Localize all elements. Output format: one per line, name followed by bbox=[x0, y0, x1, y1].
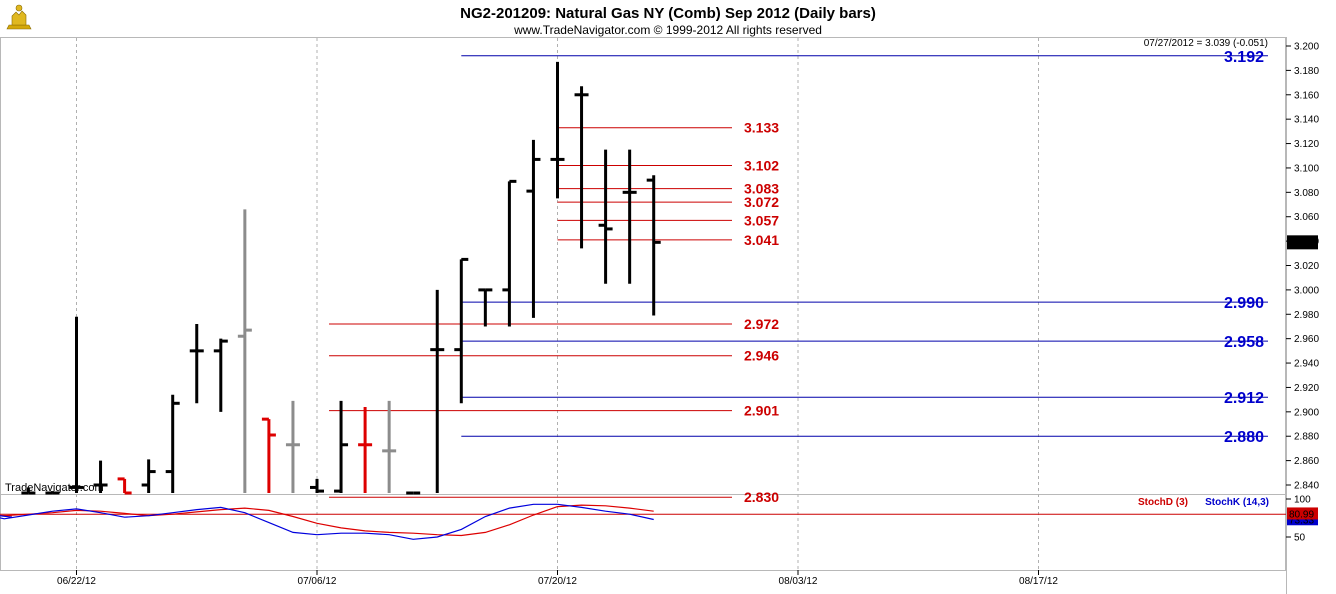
ohlc-bar-9 bbox=[237, 209, 252, 493]
level-label-2.912: 2.912 bbox=[1224, 390, 1264, 407]
chart-subtitle: www.TradeNavigator.com © 1999-2012 All r… bbox=[513, 23, 822, 37]
ohlc-bar-11 bbox=[285, 400, 300, 493]
ohlc-bar-17 bbox=[430, 289, 445, 493]
level-label-2.830: 2.830 bbox=[744, 489, 779, 505]
ohlc-bar-18 bbox=[454, 257, 469, 404]
price-tick-label-1: 3.180 bbox=[1294, 66, 1319, 77]
time-tick-label-4: 08/17/12 bbox=[1019, 576, 1058, 587]
ohlc-bar-10 bbox=[261, 417, 276, 493]
stochd-value-label: 80.99 bbox=[1289, 509, 1314, 520]
ohlc-bar-13 bbox=[334, 400, 349, 493]
stoch-panel-frame bbox=[0, 494, 1286, 571]
last-price-label: 3.039 bbox=[1289, 238, 1314, 249]
price-panel-frame bbox=[0, 37, 1286, 495]
stochk-value-label: 73.33 bbox=[1289, 515, 1314, 526]
price-tick-label-16: 2.880 bbox=[1294, 432, 1319, 443]
ohlc-bar-1 bbox=[45, 491, 60, 495]
stochd-line bbox=[0, 504, 654, 537]
price-tick-label-3: 3.140 bbox=[1294, 115, 1319, 126]
stochd-legend: StochD (3) bbox=[1138, 497, 1188, 508]
ohlc-bar-0 bbox=[21, 487, 36, 495]
price-tick-label-2: 3.160 bbox=[1294, 90, 1319, 101]
price-tick-label-15: 2.900 bbox=[1294, 407, 1319, 418]
ohlc-bar-25 bbox=[622, 149, 637, 284]
ohlc-bar-20 bbox=[502, 179, 517, 327]
time-tick-label-2: 07/20/12 bbox=[538, 576, 577, 587]
watermark: TradeNavigator.com bbox=[5, 482, 104, 494]
stochd-value-box bbox=[1287, 507, 1318, 520]
stochk-legend: StochK (14,3) bbox=[1205, 497, 1269, 508]
ohlc-bar-6 bbox=[165, 394, 180, 493]
ohlc-bar-8 bbox=[213, 338, 228, 412]
price-tick-label-14: 2.920 bbox=[1294, 383, 1319, 394]
ohlc-bar-26 bbox=[646, 175, 661, 316]
price-tick-label-0: 3.200 bbox=[1294, 42, 1319, 53]
header-logo bbox=[4, 3, 34, 31]
price-tick-label-18: 2.840 bbox=[1294, 481, 1319, 492]
ohlc-bar-24 bbox=[598, 149, 613, 284]
chart-title: NG2-201209: Natural Gas NY (Comb) Sep 20… bbox=[460, 5, 876, 22]
stoch-tick-label-0: 100 bbox=[1294, 495, 1311, 506]
level-label-2.880: 2.880 bbox=[1224, 429, 1264, 446]
price-tick-label-17: 2.860 bbox=[1294, 456, 1319, 467]
price-tick-label-11: 2.980 bbox=[1294, 310, 1319, 321]
ohlc-bar-12 bbox=[310, 478, 324, 493]
last-info-label: 07/27/2012 = 3.039 (-0.051) bbox=[1144, 38, 1268, 49]
price-tick-label-4: 3.120 bbox=[1294, 139, 1319, 150]
time-tick-label-0: 06/22/12 bbox=[57, 576, 96, 587]
ohlc-bar-2 bbox=[69, 316, 84, 493]
price-tick-label-7: 3.060 bbox=[1294, 212, 1319, 223]
level-label-3.072: 3.072 bbox=[744, 194, 779, 210]
ohlc-bar-21 bbox=[526, 139, 541, 318]
level-label-2.990: 2.990 bbox=[1224, 295, 1264, 312]
price-tick-label-9: 3.020 bbox=[1294, 261, 1319, 272]
price-tick-label-10: 3.000 bbox=[1294, 285, 1319, 296]
price-tick-label-13: 2.940 bbox=[1294, 359, 1319, 370]
time-tick-label-3: 08/03/12 bbox=[779, 576, 818, 587]
vertical-gridlines bbox=[76, 38, 1039, 570]
ohlc-bar-19 bbox=[478, 288, 493, 327]
ohlc-bar-15 bbox=[382, 400, 397, 493]
last-price-box bbox=[1287, 235, 1318, 250]
ohlc-bar-7 bbox=[189, 324, 204, 404]
level-label-3.192: 3.192 bbox=[1224, 49, 1264, 66]
price-tick-label-6: 3.080 bbox=[1294, 188, 1319, 199]
ohlc-bar-5 bbox=[141, 459, 156, 493]
stochastic-panel bbox=[0, 503, 1286, 540]
level-label-2.972: 2.972 bbox=[744, 316, 779, 332]
ohlc-bar-3 bbox=[93, 460, 108, 493]
ohlc-bar-4 bbox=[117, 477, 132, 495]
level-label-3.102: 3.102 bbox=[744, 158, 779, 174]
level-label-2.958: 2.958 bbox=[1224, 334, 1264, 351]
ohlc-bar-23 bbox=[574, 86, 589, 249]
level-label-3.083: 3.083 bbox=[744, 181, 779, 197]
level-label-2.901: 2.901 bbox=[744, 403, 779, 419]
price-axis: 3.200 3.180 3.160 3.140 3.120 3.100 3.080 3.060… bbox=[1286, 42, 1319, 544]
stoch-tick-label-1: 50 bbox=[1294, 533, 1306, 544]
ohlc-bar-14 bbox=[358, 406, 373, 493]
time-axis: 06/22/12 07/06/12 07/20/12 08/03/12 08/17/12 bbox=[57, 570, 1058, 587]
level-label-3.133: 3.133 bbox=[744, 120, 779, 136]
price-tick-label-5: 3.100 bbox=[1294, 163, 1319, 174]
time-tick-label-1: 07/06/12 bbox=[298, 576, 337, 587]
price-bars bbox=[21, 61, 661, 495]
level-label-3.041: 3.041 bbox=[744, 232, 779, 248]
ohlc-bar-22 bbox=[550, 61, 565, 199]
stochk-line bbox=[0, 503, 654, 540]
price-tick-label-12: 2.960 bbox=[1294, 334, 1319, 345]
level-label-3.057: 3.057 bbox=[744, 212, 779, 228]
level-label-2.946: 2.946 bbox=[744, 348, 779, 364]
